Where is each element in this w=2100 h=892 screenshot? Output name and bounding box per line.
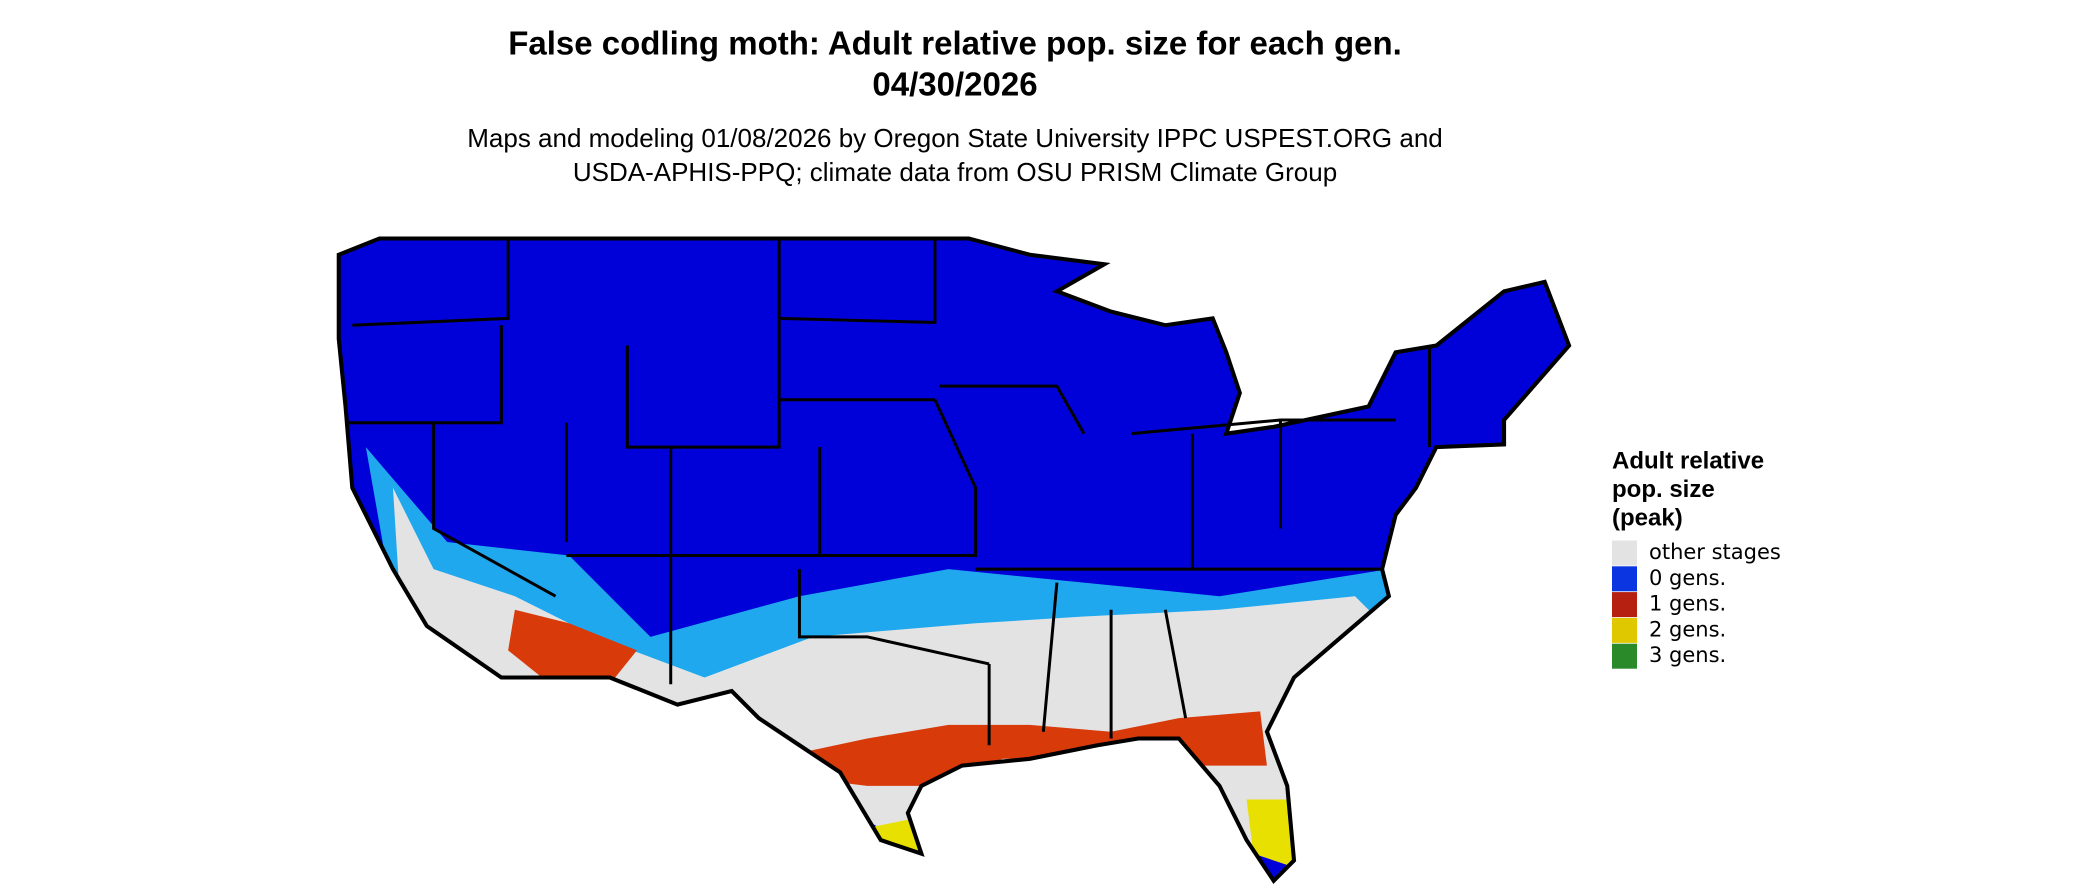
map: [325, 217, 1585, 892]
legend-title: (peak): [1612, 504, 1683, 531]
legend-title: pop. size: [1612, 476, 1715, 503]
title: False codling moth: Adult relative pop. …: [508, 25, 1402, 62]
date: 04/30/2026: [872, 66, 1037, 103]
legend-label: 2 gens.: [1649, 617, 1726, 641]
zone-1-gen: [508, 609, 637, 685]
subtitle-line: USDA-APHIS-PPQ; climate data from OSU PR…: [573, 157, 1337, 187]
subtitle-line: Maps and modeling 01/08/2026 by Oregon S…: [467, 123, 1443, 153]
zone-1-gen: [772, 711, 1267, 786]
legend-swatch: [1612, 566, 1637, 592]
legend-swatch: [1612, 540, 1637, 566]
state-lines: [345, 238, 1432, 746]
legend-label: 0 gens.: [1649, 566, 1726, 590]
legend-swatch: [1612, 643, 1637, 669]
legend-swatch: [1612, 592, 1637, 618]
zone-2-gens: [1246, 799, 1295, 868]
legend-label: 3 gens.: [1649, 643, 1726, 667]
legend-swatch: [1612, 617, 1637, 643]
legend-label: other stages: [1649, 540, 1781, 564]
legend-title: Adult relative: [1612, 447, 1764, 474]
legend-label: 1 gens.: [1649, 592, 1726, 616]
